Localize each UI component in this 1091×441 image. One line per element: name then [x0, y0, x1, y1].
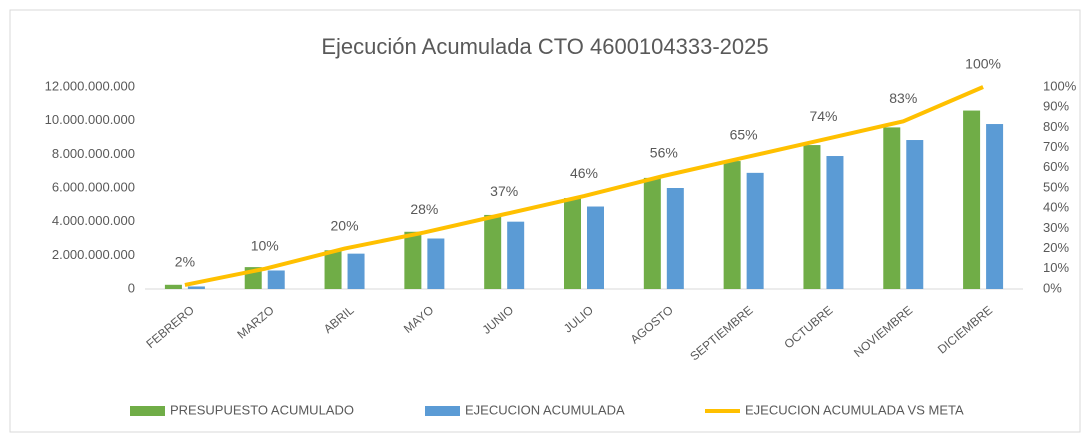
y2-tick-label: 0%: [1043, 280, 1062, 295]
y2-tick-label: 100%: [1043, 78, 1077, 93]
y-tick-label: 10.000.000.000: [45, 112, 135, 127]
y2-tick-label: 80%: [1043, 119, 1069, 134]
bar: [723, 161, 741, 289]
y2-tick-label: 50%: [1043, 179, 1069, 194]
chart-border: [9, 9, 1081, 433]
y-tick-label: 0: [128, 280, 135, 295]
data-label: 83%: [889, 90, 917, 106]
bar: [826, 156, 844, 289]
legend-swatch: [130, 406, 165, 416]
y-tick-label: 12.000.000.000: [45, 78, 135, 93]
bar: [587, 206, 604, 289]
bar: [507, 221, 525, 289]
y2-tick-label: 30%: [1043, 220, 1069, 235]
data-label: 74%: [809, 108, 837, 124]
y2-tick-label: 40%: [1043, 200, 1069, 215]
bar: [666, 188, 684, 289]
data-label: 65%: [730, 126, 758, 142]
legend-label: EJECUCION ACUMULADA: [465, 402, 625, 417]
data-label: 20%: [331, 217, 359, 233]
bar: [267, 270, 285, 289]
legend-label: EJECUCION ACUMULADA VS META: [745, 402, 964, 417]
data-label: 2%: [175, 254, 195, 270]
data-label: 46%: [570, 165, 598, 181]
data-label: 10%: [251, 238, 279, 254]
bar: [187, 286, 205, 289]
bar: [883, 127, 901, 290]
bar: [164, 284, 182, 289]
data-label: 56%: [650, 145, 678, 161]
y-tick-label: 4.000.000.000: [52, 213, 135, 228]
bar: [324, 250, 342, 289]
data-label: 28%: [410, 201, 438, 217]
bar: [643, 177, 661, 289]
y-tick-label: 6.000.000.000: [52, 179, 135, 194]
data-label: 37%: [490, 183, 518, 199]
bar: [347, 253, 365, 289]
bar: [906, 140, 924, 289]
bar: [746, 172, 764, 289]
y-tick-label: 2.000.000.000: [52, 247, 135, 262]
y2-tick-label: 90%: [1043, 99, 1069, 114]
bar: [427, 238, 445, 289]
line-series: [184, 85, 984, 287]
bar: [986, 124, 1004, 290]
y-tick-label: 8.000.000.000: [52, 146, 135, 161]
data-label: 100%: [965, 56, 1001, 72]
y2-tick-label: 60%: [1043, 159, 1069, 174]
bar: [484, 214, 502, 289]
legend-swatch: [425, 406, 460, 416]
chart-title: Ejecución Acumulada CTO 4600104333-2025: [321, 34, 768, 59]
y2-tick-label: 70%: [1043, 139, 1069, 154]
y2-tick-label: 20%: [1043, 240, 1069, 255]
bar: [564, 198, 581, 289]
bar: [404, 231, 422, 289]
y2-tick-label: 10%: [1043, 260, 1069, 275]
legend-label: PRESUPUESTO ACUMULADO: [170, 402, 354, 417]
bar: [803, 145, 821, 289]
bar: [963, 110, 981, 289]
